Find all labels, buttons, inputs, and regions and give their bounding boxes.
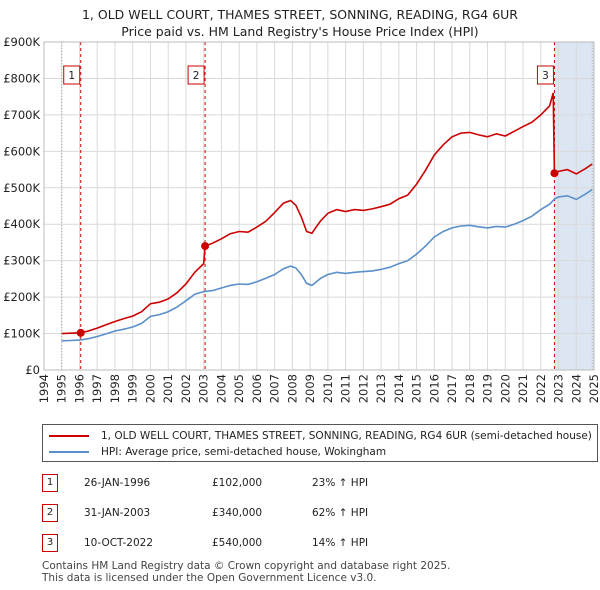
table-row: 1 26-JAN-1996 £102,000 23% ↑ HPI	[42, 474, 562, 492]
sale-date: 10-OCT-2022	[84, 537, 153, 549]
y-tick-label: £100K	[3, 327, 40, 341]
legend-line-hpi	[49, 451, 89, 453]
sale-label: 1	[68, 70, 75, 82]
x-tick-label: 2012	[356, 374, 370, 403]
x-tick-label: 1996	[72, 374, 86, 403]
x-tick-label: 2019	[481, 374, 495, 403]
x-tick-label: 2005	[232, 374, 246, 403]
table-row: 2 31-JAN-2003 £340,000 62% ↑ HPI	[42, 504, 562, 522]
chart-legend: 1, OLD WELL COURT, THAMES STREET, SONNIN…	[42, 424, 598, 462]
x-tick-label: 2004	[214, 374, 228, 403]
x-tick-label: 2017	[445, 374, 459, 403]
x-tick-label: 2011	[339, 374, 353, 403]
x-tick-label: 2003	[197, 374, 211, 403]
y-tick-label: £200K	[3, 290, 40, 304]
chart-subtitle: Price paid vs. HM Land Registry's House …	[121, 24, 479, 39]
x-tick-label: 2022	[534, 374, 548, 403]
x-tick-label: 2016	[427, 374, 441, 403]
x-tick-label: 1995	[55, 374, 69, 403]
x-tick-label: 2014	[392, 374, 406, 403]
plot-area	[44, 42, 594, 370]
x-tick-label: 2021	[516, 374, 530, 403]
x-tick-label: 1999	[126, 374, 140, 403]
sale-price: £102,000	[212, 477, 263, 489]
legend-label-property: 1, OLD WELL COURT, THAMES STREET, SONNIN…	[101, 430, 592, 442]
sale-label-box	[63, 65, 81, 85]
sale-point	[201, 242, 210, 251]
y-tick-label: £0	[25, 363, 40, 377]
x-tick-label: 2023	[552, 374, 566, 403]
sale-date: 31-JAN-2003	[84, 507, 151, 519]
footer-attribution: Contains HM Land Registry data © Crown c…	[42, 560, 451, 584]
x-tick-label: 2007	[268, 374, 282, 403]
y-tick-label: £500K	[3, 181, 40, 195]
plot-frame	[43, 41, 595, 371]
x-tick-label: 2002	[179, 374, 193, 403]
x-tick-label: 2010	[321, 374, 335, 403]
x-tick-label: 2024	[569, 374, 583, 403]
y-tick-label: £400K	[3, 217, 40, 231]
x-tick-label: 1997	[90, 374, 104, 403]
y-tick-label: £600K	[3, 144, 40, 158]
x-tick-label: 2015	[410, 374, 424, 403]
sale-date: 26-JAN-1996	[84, 477, 151, 489]
x-tick-label: 2025	[587, 374, 600, 403]
x-tick-label: 2001	[161, 374, 175, 403]
x-tick-label: 1994	[37, 374, 51, 403]
legend-line-property	[49, 435, 89, 437]
x-tick-label: 2008	[285, 374, 299, 403]
chart-title-block: 1, OLD WELL COURT, THAMES STREET, SONNIN…	[0, 6, 600, 40]
y-tick-label: £800K	[3, 71, 40, 85]
x-tick-label: 2020	[498, 374, 512, 403]
x-tick-label: 1998	[108, 374, 122, 403]
sale-price: £540,000	[212, 537, 263, 549]
sale-price: £340,000	[212, 507, 263, 519]
table-row: 3 10-OCT-2022 £540,000 14% ↑ HPI	[42, 534, 562, 552]
sale-hpi-change: 23% ↑ HPI	[312, 477, 369, 489]
y-tick-label: £900K	[3, 35, 40, 49]
hpi-line	[61, 188, 593, 342]
sale-number-badge: 3	[42, 534, 58, 552]
x-tick-label: 2009	[303, 374, 317, 403]
sale-label-box	[536, 65, 554, 85]
y-tick-label: £300K	[3, 254, 40, 268]
property-price-line	[61, 92, 593, 335]
sale-number-badge: 2	[42, 504, 58, 522]
x-tick-label: 2013	[374, 374, 388, 403]
sale-hpi-change: 14% ↑ HPI	[312, 537, 369, 549]
x-tick-label: 2000	[143, 374, 157, 403]
sale-point	[550, 169, 559, 178]
sale-hpi-change: 62% ↑ HPI	[312, 507, 369, 519]
chart-title: 1, OLD WELL COURT, THAMES STREET, SONNIN…	[81, 7, 518, 22]
sale-number-badge: 1	[42, 474, 58, 492]
price-chart: £0 £100K £200K £300K £400K £500K £600K £700K £80…	[3, 35, 600, 403]
footer-line-2: This data is licensed under the Open Gov…	[42, 571, 377, 584]
sale-label-box	[187, 65, 205, 85]
x-tick-label: 2018	[463, 374, 477, 403]
sale-label: 3	[542, 70, 549, 82]
y-tick-label: £700K	[3, 108, 40, 122]
legend-label-hpi: HPI: Average price, semi-detached house,…	[101, 446, 387, 458]
recent-period-shade	[554, 42, 594, 370]
sale-label: 2	[193, 70, 200, 82]
footer-line-1: Contains HM Land Registry data © Crown c…	[42, 560, 451, 572]
sale-point	[76, 328, 85, 337]
x-tick-label: 2006	[250, 374, 264, 403]
